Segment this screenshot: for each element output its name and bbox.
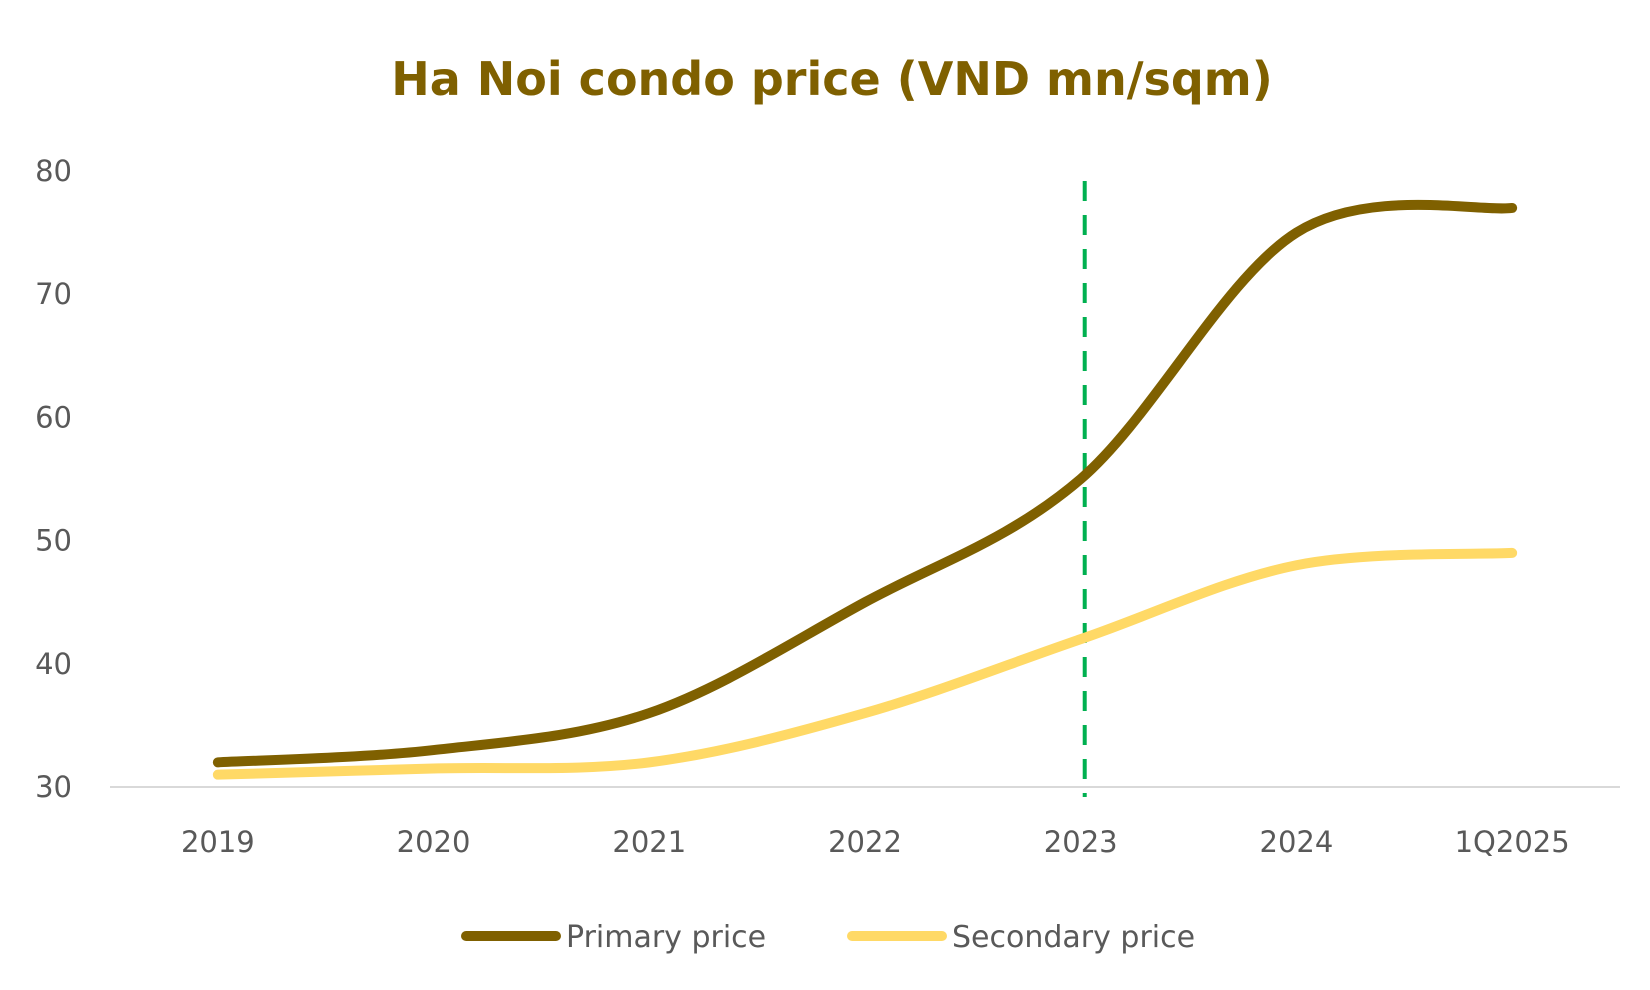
y-tick-label: 30 xyxy=(35,770,72,804)
legend: Primary price Secondary price xyxy=(461,920,1195,955)
y-tick-label: 40 xyxy=(35,647,72,681)
legend-item-secondary-price: Secondary price xyxy=(847,920,1195,955)
series-group xyxy=(212,199,1518,780)
chart-title: Ha Noi condo price (VND mn/sqm) xyxy=(391,52,1273,106)
legend-item-primary-price: Primary price xyxy=(461,920,766,955)
y-tick-label: 60 xyxy=(35,400,72,434)
x-tick-label: 1Q2025 xyxy=(1455,825,1570,859)
y-axis: 30 40 50 60 70 80 xyxy=(35,154,72,804)
y-tick-label: 70 xyxy=(35,277,72,311)
legend-label: Primary price xyxy=(566,920,766,955)
x-tick-label: 2024 xyxy=(1260,825,1334,859)
x-axis: 2019 2020 2021 2022 2023 2024 1Q2025 xyxy=(181,825,1570,859)
series-line-primary-price xyxy=(212,199,1518,768)
x-tick-label: 2023 xyxy=(1044,825,1118,859)
series-line-secondary-price xyxy=(212,547,1518,780)
x-tick-label: 2022 xyxy=(828,825,902,859)
x-tick-label: 2019 xyxy=(181,825,255,859)
x-tick-label: 2021 xyxy=(612,825,686,859)
y-tick-label: 50 xyxy=(35,524,72,558)
x-tick-label: 2020 xyxy=(397,825,471,859)
y-tick-label: 80 xyxy=(35,154,72,188)
legend-label: Secondary price xyxy=(952,920,1195,955)
